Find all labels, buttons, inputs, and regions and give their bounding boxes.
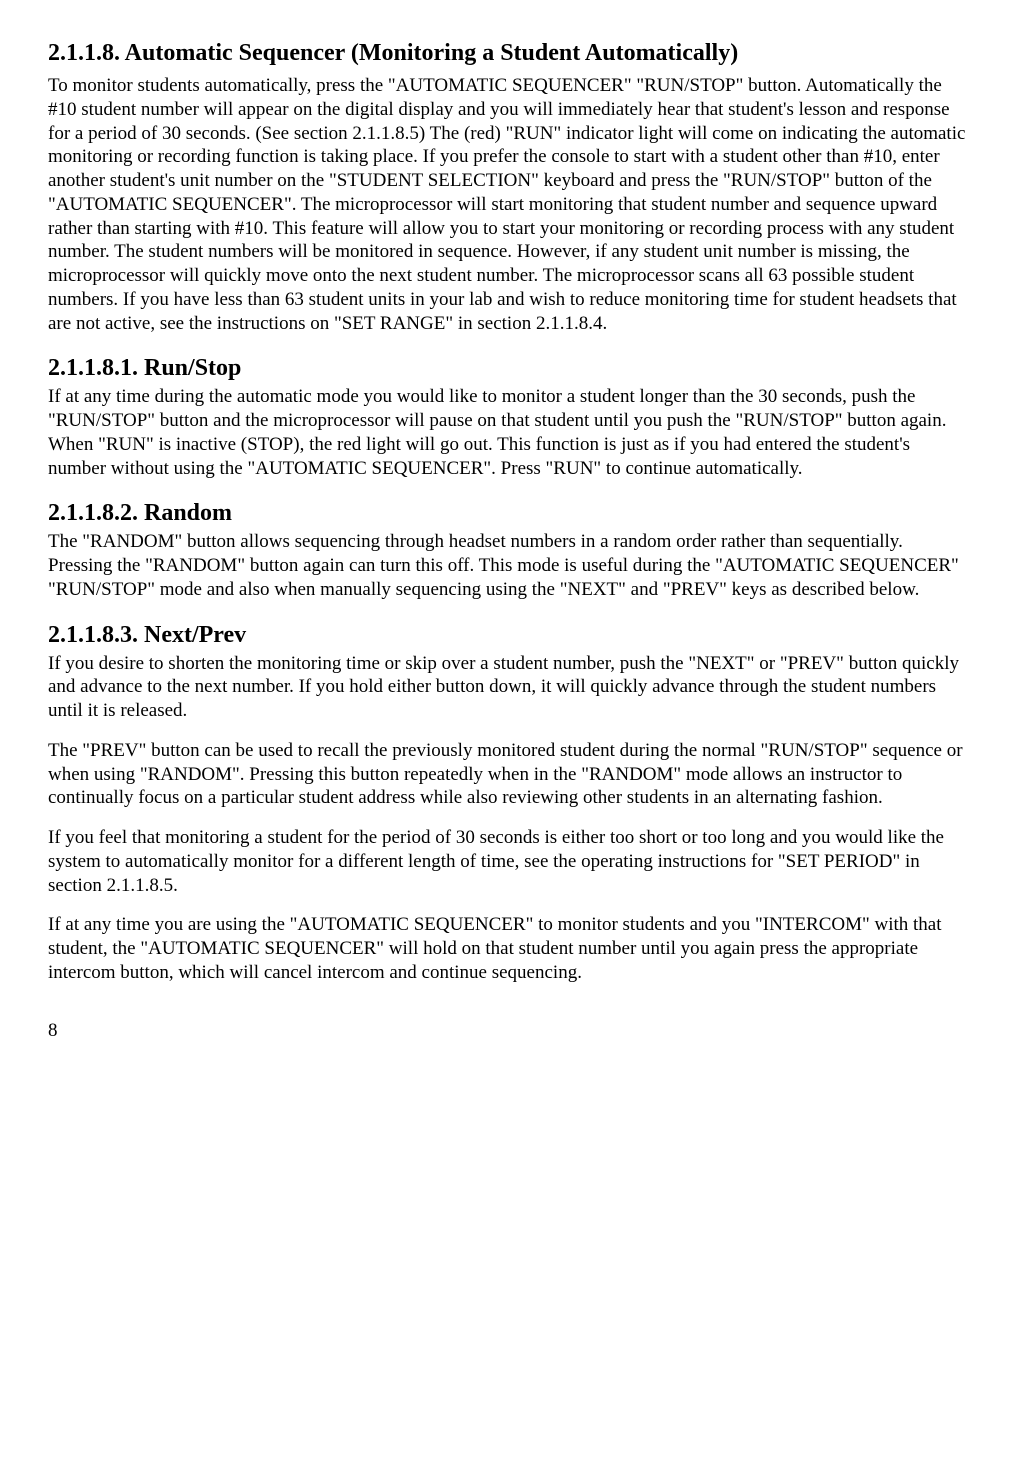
body-paragraph: If at any time during the automatic mode… <box>48 385 971 480</box>
section-heading-2118: 2.1.1.8. Automatic Sequencer (Monitoring… <box>48 38 971 68</box>
body-paragraph: To monitor students automatically, press… <box>48 74 971 335</box>
body-paragraph: If you desire to shorten the monitoring … <box>48 652 971 723</box>
body-paragraph: If you feel that monitoring a student fo… <box>48 826 971 897</box>
body-paragraph: If at any time you are using the "AUTOMA… <box>48 913 971 984</box>
body-paragraph: The "PREV" button can be used to recall … <box>48 739 971 810</box>
page-number: 8 <box>48 1019 971 1043</box>
section-heading-21181: 2.1.1.8.1. Run/Stop <box>48 353 971 383</box>
section-heading-21182: 2.1.1.8.2. Random <box>48 498 971 528</box>
body-paragraph: The "RANDOM" button allows sequencing th… <box>48 530 971 601</box>
section-heading-21183: 2.1.1.8.3. Next/Prev <box>48 620 971 650</box>
